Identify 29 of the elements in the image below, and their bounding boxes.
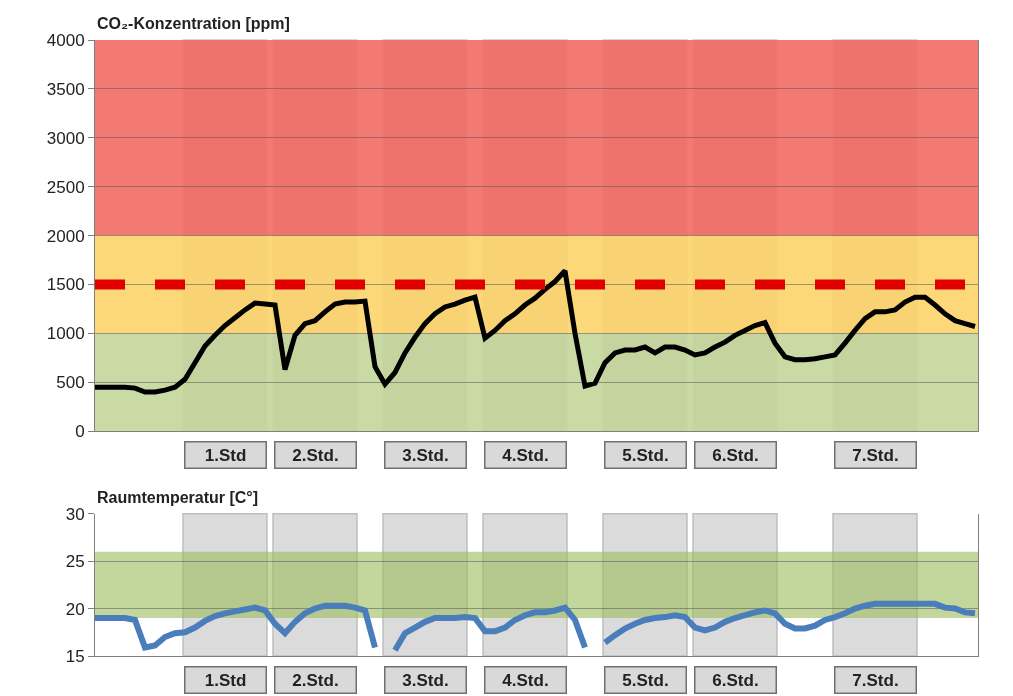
y-tick-label: 3500 bbox=[46, 79, 85, 99]
chart-title: CO₂-Konzentration [ppm] bbox=[97, 15, 290, 32]
x-tick-label: 3.Std. bbox=[402, 670, 449, 690]
y-tick-label: 4000 bbox=[46, 30, 85, 50]
x-tick-label: 1.Std bbox=[204, 670, 247, 690]
x-tick-label: 2.Std. bbox=[292, 445, 339, 465]
x-tick-label: 5.Std. bbox=[622, 670, 669, 690]
x-tick-label: 7.Std. bbox=[852, 670, 899, 690]
y-tick-label: 1000 bbox=[46, 324, 85, 344]
y-tick-label: 30 bbox=[65, 504, 85, 524]
y-tick-label: 0 bbox=[75, 422, 85, 442]
y-tick-label: 1500 bbox=[46, 275, 85, 295]
x-tick-label: 2.Std. bbox=[292, 670, 339, 690]
x-tick-label: 4.Std. bbox=[502, 670, 549, 690]
y-tick-label: 15 bbox=[65, 646, 85, 666]
y-tick-label: 3000 bbox=[46, 128, 85, 148]
y-tick-label: 2500 bbox=[46, 177, 85, 197]
x-tick-label: 3.Std. bbox=[402, 445, 449, 465]
x-tick-label: 4.Std. bbox=[502, 445, 549, 465]
y-tick-label: 25 bbox=[65, 552, 85, 572]
y-tick-label: 20 bbox=[65, 599, 85, 619]
x-tick-label: 6.Std. bbox=[712, 445, 759, 465]
x-tick-label: 6.Std. bbox=[712, 670, 759, 690]
x-tick-label: 1.Std bbox=[204, 445, 247, 465]
x-tick-label: 7.Std. bbox=[852, 445, 899, 465]
chart-title: Raumtemperatur [C°] bbox=[97, 489, 259, 506]
y-tick-label: 500 bbox=[56, 373, 85, 393]
x-tick-label: 5.Std. bbox=[622, 445, 669, 465]
y-tick-label: 2000 bbox=[46, 226, 85, 246]
